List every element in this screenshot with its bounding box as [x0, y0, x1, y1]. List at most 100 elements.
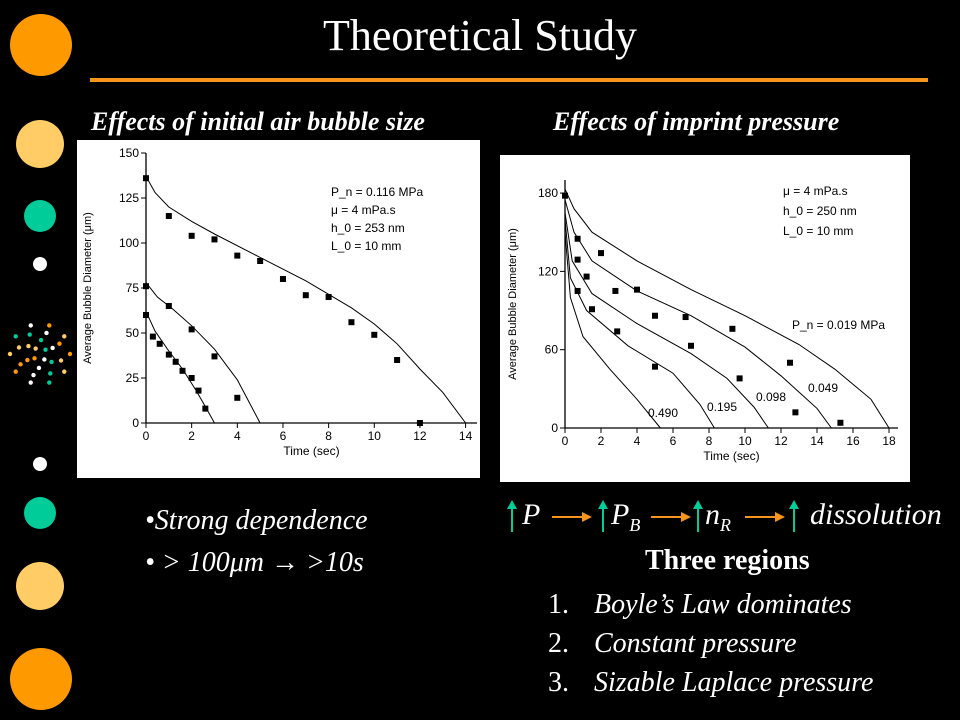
decor-dot: [47, 323, 52, 328]
data-point: [143, 312, 149, 318]
right-heading: Effects of imprint pressure: [553, 107, 840, 136]
decor-dot: [67, 351, 73, 357]
decor-starburst: [7, 323, 73, 385]
decor-dot: [47, 380, 52, 385]
decor-dot: [62, 369, 67, 374]
y-tick-label: 25: [126, 371, 140, 385]
data-point: [143, 175, 149, 182]
chart-annotation: L_0 = 10 mm: [331, 239, 401, 253]
chart-annotation: μ = 4 mPa.s: [783, 184, 848, 198]
decor-circle-light-orange-2: [16, 562, 64, 610]
decor-circle-green-1: [24, 200, 56, 232]
decor-dot: [18, 362, 23, 367]
decor-circle-white-1: [33, 257, 47, 271]
decor-dot: [7, 351, 13, 357]
region-item: 3. Sizable Laplace pressure: [548, 663, 873, 702]
right-arrow-icon: [651, 512, 691, 522]
up-arrow-icon: [507, 500, 517, 532]
decor-dot: [26, 343, 31, 349]
decor-dot: [13, 334, 18, 339]
decor-dot: [44, 330, 49, 336]
x-tick-label: 18: [882, 434, 896, 448]
data-point: [394, 357, 401, 363]
decor-circle-white-2: [33, 457, 47, 471]
data-point: [234, 252, 241, 259]
decor-dot: [43, 347, 48, 352]
curve-label: 0.490: [648, 406, 678, 420]
decor-dot: [36, 365, 42, 371]
data-point: [589, 306, 595, 313]
bullet-item: • > 100μm → >10s: [145, 547, 364, 578]
data-point: [612, 287, 619, 294]
region-item: 1. Boyle’s Law dominates: [548, 585, 873, 624]
x-tick-label: 14: [459, 429, 473, 443]
eq-pressure: P: [522, 498, 541, 531]
y-tick-label: 0: [551, 421, 558, 435]
decor-circle-orange-2: [10, 648, 72, 710]
x-tick-label: 6: [670, 434, 677, 448]
chart-annotation: h_0 = 250 nm: [783, 204, 857, 218]
up-arrow-icon: [693, 500, 703, 532]
bullet-list: •Strong dependence • > 100μm → >10s: [145, 500, 368, 584]
axis-line: [145, 153, 477, 424]
data-point: [574, 256, 581, 263]
y-tick-label: 125: [119, 191, 139, 205]
up-arrow-icon: [789, 500, 799, 532]
data-point: [634, 286, 640, 293]
region-text: Sizable Laplace pressure: [594, 667, 874, 698]
x-tick-label: 2: [598, 434, 605, 448]
y-tick-label: 60: [545, 343, 559, 357]
data-point: [652, 363, 658, 370]
data-point: [165, 213, 172, 219]
region-number: 2.: [548, 628, 569, 659]
region-number: 3.: [548, 667, 569, 698]
right-arrow-icon: [745, 512, 785, 522]
y-tick-label: 100: [119, 236, 139, 250]
decor-dot: [16, 345, 22, 350]
curve-label: 0.195: [707, 400, 737, 414]
data-point: [598, 250, 604, 257]
model-curve: [145, 176, 467, 424]
x-tick-label: 16: [846, 434, 860, 448]
x-tick-label: 12: [413, 429, 427, 443]
decor-dot: [48, 371, 53, 376]
y-axis-label: Average Bubble Diameter (μm): [507, 228, 519, 380]
regions-list: 1. Boyle’s Law dominates 2. Constant press…: [548, 585, 873, 702]
data-point: [195, 387, 202, 394]
data-point: [837, 419, 844, 426]
decor-dot: [42, 357, 47, 362]
y-tick-label: 0: [132, 416, 139, 430]
slide-title: Theoretical Study: [322, 11, 637, 60]
decor-dot: [33, 346, 38, 351]
y-tick-label: 75: [126, 281, 140, 295]
model-curve: [564, 199, 832, 429]
decor-dot: [31, 372, 36, 378]
region-item: 2. Constant pressure: [548, 624, 873, 663]
curve-label: 0.098: [756, 390, 786, 404]
decor-dot: [28, 380, 33, 385]
decor-dot: [28, 323, 33, 328]
data-point: [188, 375, 195, 381]
data-point: [729, 325, 736, 332]
data-point: [736, 375, 743, 382]
data-point: [614, 328, 621, 335]
decor-dot: [13, 369, 18, 374]
x-tick-label: 8: [325, 429, 332, 443]
title-underline: [90, 78, 928, 82]
data-point: [348, 319, 355, 326]
x-tick-label: 12: [774, 434, 788, 448]
model-curve: [564, 212, 769, 429]
decor-dot: [32, 356, 37, 361]
x-tick-label: 2: [188, 429, 195, 443]
eq-nr-sub: R: [720, 515, 731, 535]
right-arrow-icon: [552, 512, 592, 522]
eq-pb-sub: B: [629, 515, 641, 535]
eq-dissolution: dissolution: [810, 498, 942, 531]
data-point: [156, 340, 163, 347]
model-curve: [564, 188, 890, 429]
regions-heading: Three regions: [645, 545, 810, 576]
data-point: [143, 283, 149, 290]
decor-dot: [27, 332, 32, 337]
x-tick-label: 14: [810, 434, 824, 448]
data-point: [211, 353, 218, 360]
